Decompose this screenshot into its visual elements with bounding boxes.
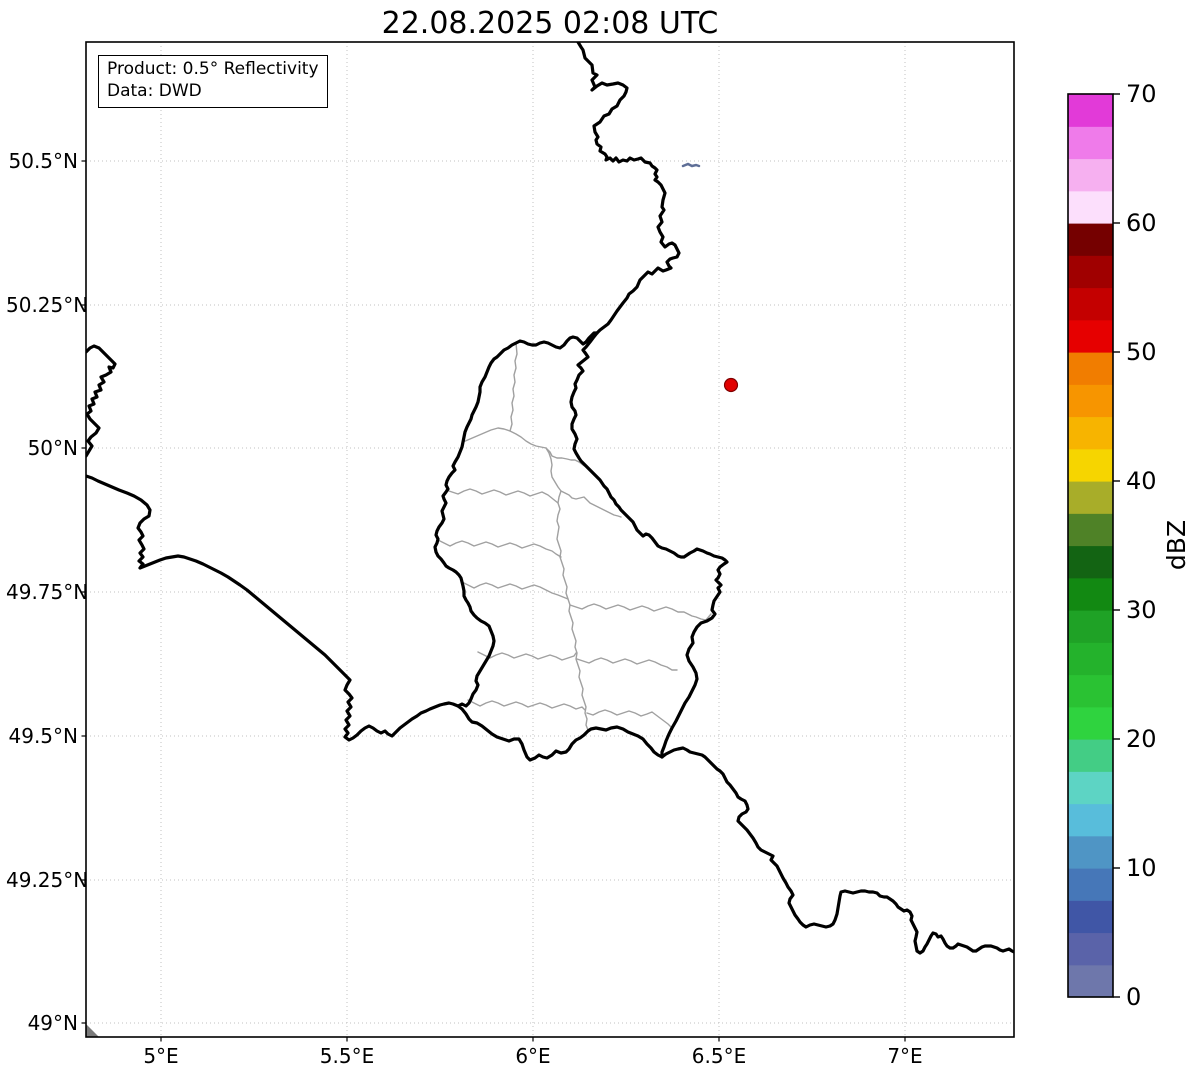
luxembourg-canton-border — [437, 539, 562, 558]
colorbar-tick-label: 40 — [1126, 467, 1157, 495]
colorbar-segment — [1068, 126, 1113, 160]
colorbar-tick-label: 60 — [1126, 209, 1157, 237]
x-axis-tick-label: 5.5°E — [319, 1044, 375, 1068]
y-axis-tick-label: 50.25°N — [6, 293, 89, 317]
product-line: Product: 0.5° Reflectivity — [107, 59, 319, 79]
luxembourg-canton-border — [445, 488, 559, 504]
x-axis-tick-label: 7°E — [887, 1044, 923, 1068]
colorbar-tick-label: 20 — [1126, 725, 1157, 753]
luxembourg-canton-border — [477, 651, 577, 661]
colorbar — [1067, 93, 1120, 998]
grid-lines — [86, 42, 1014, 1037]
luxembourg-canton-border — [556, 490, 589, 731]
y-axis-tick-label: 49.25°N — [6, 868, 89, 892]
colorbar-segment — [1068, 545, 1113, 579]
colorbar-segment — [1068, 868, 1113, 901]
plot-frame — [85, 41, 1015, 1038]
luxembourg-canton-border — [461, 581, 569, 600]
colorbar-segment — [1068, 642, 1113, 676]
border-fragment-corner — [86, 1024, 99, 1037]
colorbar-segment — [1068, 513, 1113, 547]
colorbar-segment — [1068, 577, 1113, 611]
luxembourg-canton-border — [509, 342, 518, 432]
luxembourg-canton-border — [586, 709, 672, 728]
colorbar-segment — [1068, 94, 1113, 127]
colorbar-tick-label: 70 — [1126, 80, 1157, 108]
luxembourg-canton-border — [569, 603, 712, 621]
colorbar-axis-title: dBZ — [1162, 519, 1191, 571]
colorbar-segment — [1068, 319, 1113, 353]
colorbar-segment — [1068, 674, 1113, 708]
x-axis-tick-label: 5°E — [143, 1044, 179, 1068]
y-axis-tick-label: 50°N — [27, 436, 78, 460]
luxembourg-canton-border — [467, 699, 586, 711]
luxembourg-canton-border — [462, 427, 589, 469]
data-source-line: Data: DWD — [107, 80, 202, 101]
colorbar-tick-label: 50 — [1126, 338, 1157, 366]
country-border — [433, 331, 729, 762]
axis-tick-marks — [81, 160, 906, 1042]
colorbar-tick-label: 10 — [1126, 854, 1157, 882]
country-border — [576, 42, 681, 335]
colorbar-segment — [1068, 739, 1113, 772]
product-info-box: Product: 0.5° Reflectivity Data: DWD — [98, 55, 328, 108]
colorbar-segment — [1068, 964, 1113, 998]
colorbar-segment — [1068, 158, 1113, 192]
country-border — [86, 344, 117, 458]
y-axis-tick-label: 49.75°N — [6, 580, 89, 604]
colorbar-segment — [1068, 287, 1113, 321]
colorbar-segment — [1068, 384, 1113, 418]
colorbar-segment — [1068, 835, 1113, 869]
x-axis-tick-label: 6°E — [515, 1044, 551, 1068]
colorbar-segment — [1068, 610, 1113, 643]
colorbar-segment — [1068, 771, 1113, 805]
country-border — [660, 746, 1014, 955]
luxembourg-canton-border — [545, 447, 622, 518]
colorbar-segment — [1068, 416, 1113, 450]
colorbar-outline — [1067, 93, 1114, 998]
country-border — [86, 474, 460, 742]
colorbar-segment — [1068, 352, 1113, 385]
luxembourg-canton-border — [576, 657, 678, 671]
colorbar-segment — [1068, 803, 1113, 837]
colorbar-segment — [1068, 932, 1113, 966]
y-axis-tick-label: 50.5°N — [8, 149, 79, 173]
x-axis-tick-label: 6.5°E — [691, 1044, 747, 1068]
figure-title: 22.08.2025 02:08 UTC — [381, 6, 719, 41]
colorbar-tick-label: 0 — [1126, 983, 1142, 1011]
colorbar-segment — [1068, 255, 1113, 289]
colorbar-segment — [1068, 190, 1113, 224]
y-axis-tick-label: 49.5°N — [8, 724, 79, 748]
colorbar-segment — [1068, 223, 1113, 256]
colorbar-tick-label: 30 — [1126, 596, 1157, 624]
radar-site-marker — [723, 377, 739, 393]
colorbar-segment — [1068, 706, 1113, 740]
small-lake — [681, 162, 701, 168]
colorbar-segment — [1068, 900, 1113, 934]
colorbar-segment — [1068, 481, 1113, 514]
y-axis-tick-label: 49°N — [27, 1011, 78, 1035]
colorbar-segment — [1068, 448, 1113, 482]
